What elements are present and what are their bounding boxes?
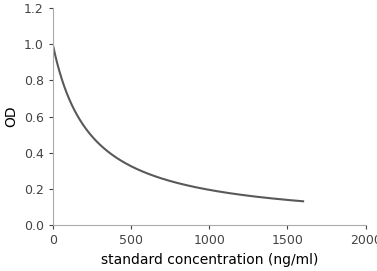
X-axis label: standard concentration (ng/ml): standard concentration (ng/ml) — [101, 253, 318, 266]
Y-axis label: OD: OD — [4, 106, 18, 127]
